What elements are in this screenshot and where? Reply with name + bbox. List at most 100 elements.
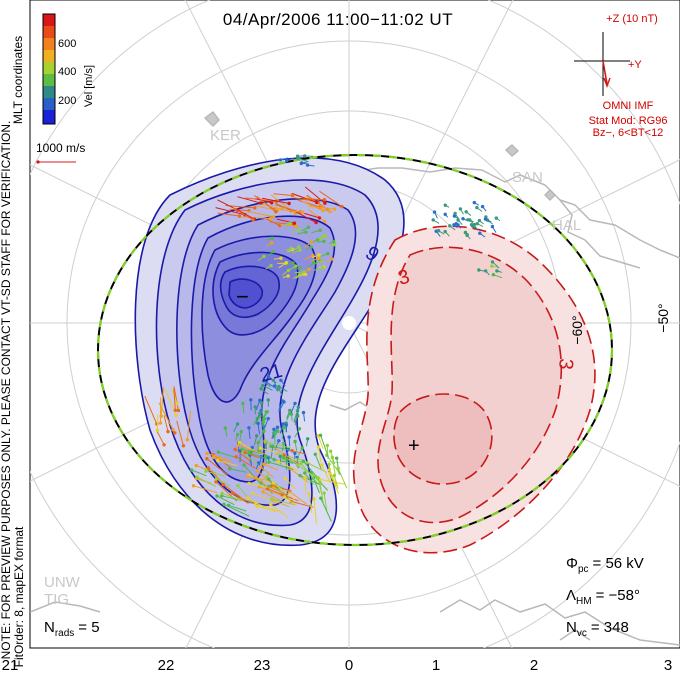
velocity-vector bbox=[305, 195, 331, 213]
velocity-vector bbox=[291, 192, 317, 203]
velocity-vector-origin bbox=[282, 495, 287, 499]
velocity-vector bbox=[300, 463, 318, 484]
velocity-vector-origin bbox=[260, 401, 264, 405]
velocity-vector-origin bbox=[311, 253, 315, 258]
velocity-vector bbox=[284, 496, 298, 506]
mlt-label-22: 22 bbox=[158, 657, 175, 674]
velocity-vector-origin bbox=[477, 268, 481, 272]
velocity-vector-origin bbox=[303, 471, 307, 475]
station-san: SAN bbox=[512, 169, 543, 186]
velocity-vector-origin bbox=[166, 429, 170, 434]
velocity-vector-origin bbox=[239, 429, 243, 434]
contour-label-3b: 3 bbox=[554, 358, 577, 371]
velocity-vector-origin bbox=[255, 504, 259, 509]
velocity-vector bbox=[336, 458, 340, 475]
velocity-vector-origin bbox=[477, 218, 482, 223]
velocity-vector bbox=[176, 420, 184, 446]
velocity-vector-origin bbox=[317, 253, 321, 257]
velocity-vector-origin bbox=[266, 398, 270, 402]
velocity-vector bbox=[228, 504, 247, 512]
velocity-vector-origin bbox=[282, 453, 286, 457]
velocity-vector bbox=[262, 197, 290, 204]
velocity-vector bbox=[283, 457, 297, 465]
velocity-vector-origin bbox=[268, 216, 273, 221]
map-statistics: Φpc = 56 kV ΛHM = −58° Nvc = 348 Nrads = 5 bbox=[44, 555, 644, 639]
velocity-vector-origin bbox=[261, 420, 265, 424]
velocity-vector-origin bbox=[453, 211, 457, 216]
velocity-vector-origin bbox=[195, 475, 199, 479]
velocity-vector-origin bbox=[300, 161, 304, 165]
velocity-vector-origin bbox=[270, 201, 274, 205]
velocity-vector bbox=[257, 423, 260, 435]
mlt-label-2: 2 bbox=[530, 657, 538, 674]
velocity-vector bbox=[297, 157, 309, 163]
velocity-vector bbox=[284, 458, 311, 465]
fit-order-note: FitOrder: 8, mapEX format bbox=[12, 526, 26, 667]
velocity-vector-origin bbox=[285, 159, 289, 163]
velocity-vector-origin bbox=[306, 225, 311, 229]
latitude-label-50: −50° bbox=[655, 303, 671, 332]
velocity-vector-origin bbox=[173, 408, 178, 412]
velocity-vector-origin bbox=[272, 215, 276, 219]
velocity-vector-origin bbox=[243, 450, 247, 455]
velocity-vector-origin bbox=[461, 217, 465, 221]
velocity-vector-origin bbox=[313, 452, 317, 456]
velocity-vector-origin bbox=[181, 444, 186, 448]
velocity-vector-origin bbox=[296, 414, 300, 418]
velocity-vector-origin bbox=[330, 257, 334, 261]
velocity-vector-origin bbox=[319, 259, 324, 264]
velocity-vector-origin bbox=[293, 439, 297, 444]
velocity-vector-origin bbox=[255, 434, 259, 438]
velocity-vector bbox=[216, 495, 235, 506]
velocity-vector-origin bbox=[258, 446, 263, 450]
velocity-vector-origin bbox=[323, 233, 328, 238]
velocity-vector bbox=[317, 435, 324, 450]
velocity-vector-origin bbox=[270, 236, 274, 240]
velocity-vector-origin bbox=[304, 230, 308, 234]
velocity-vector-origin bbox=[276, 460, 281, 464]
velocity-vector-origin bbox=[286, 268, 291, 273]
velocity-vector-origin bbox=[250, 491, 255, 495]
chart-title: 04/Apr/2006 11:00−11:02 UT bbox=[223, 10, 453, 29]
velocity-vector-origin bbox=[443, 229, 447, 234]
velocity-vector-origin bbox=[328, 210, 332, 214]
stat-phi: Φpc = 56 kV bbox=[566, 555, 644, 575]
velocity-vector bbox=[196, 465, 217, 474]
imf-model-line1: Stat Mod: RG96 bbox=[589, 115, 668, 127]
velocity-vector-origin bbox=[262, 429, 266, 433]
velocity-vector-origin bbox=[162, 443, 166, 447]
velocity-vector-origin bbox=[320, 463, 324, 467]
velocity-vector bbox=[255, 413, 261, 424]
velocity-vector-origin bbox=[214, 480, 218, 484]
velocity-vector-origin bbox=[159, 414, 163, 418]
velocity-vector bbox=[280, 223, 297, 227]
velocity-vector-origin bbox=[234, 455, 238, 459]
velocity-vector-origin bbox=[332, 239, 336, 244]
velocity-vector-origin bbox=[287, 201, 291, 206]
velocity-vector bbox=[320, 497, 332, 522]
velocity-vector bbox=[173, 386, 179, 411]
velocity-vector-origin bbox=[233, 447, 237, 452]
velocity-vector bbox=[277, 452, 304, 461]
velocity-vector bbox=[265, 441, 291, 449]
stat-lambda: ΛHM = −58° bbox=[566, 587, 640, 607]
velocity-vector-origin bbox=[246, 474, 250, 479]
velocity-vector bbox=[196, 476, 217, 487]
velocity-vector bbox=[320, 435, 329, 458]
velocity-vector-origin bbox=[205, 457, 209, 461]
velocity-vector-origin bbox=[274, 210, 278, 214]
velocity-vector bbox=[217, 460, 238, 467]
velocity-vector bbox=[240, 497, 256, 505]
velocity-vector-origin bbox=[332, 473, 336, 478]
velocity-vector-origin bbox=[230, 491, 235, 495]
velocity-vector-origin bbox=[221, 482, 225, 487]
velocity-vector-origin bbox=[266, 416, 270, 421]
velocity-vector-origin bbox=[300, 446, 304, 450]
velocity-vector bbox=[263, 418, 269, 429]
velocity-vector-origin bbox=[214, 477, 219, 481]
contour-label-3a: 3 bbox=[396, 266, 412, 290]
mlt-label-21: 21 bbox=[2, 657, 19, 674]
velocity-vector bbox=[216, 478, 232, 487]
velocity-vector-origin bbox=[282, 441, 286, 446]
velocity-vector-origin bbox=[286, 274, 290, 278]
